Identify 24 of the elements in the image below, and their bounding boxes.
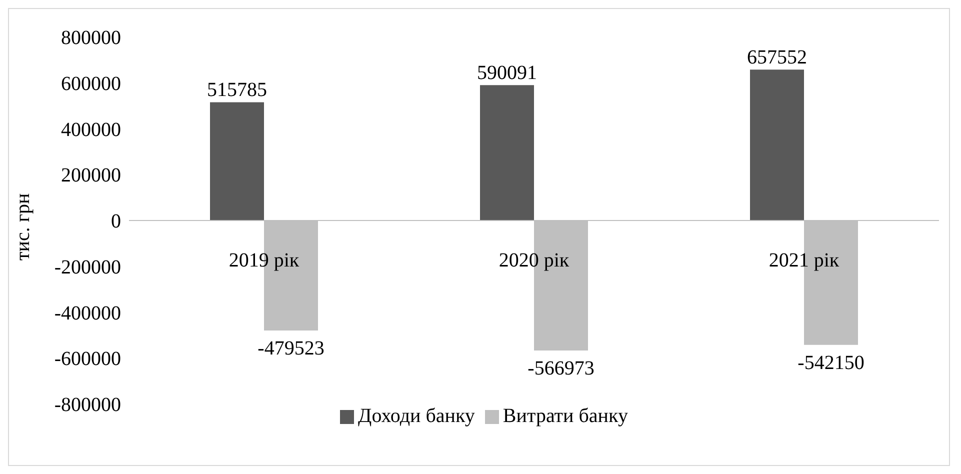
data-label: 590091	[477, 62, 537, 84]
bar	[210, 102, 264, 220]
bar	[480, 85, 534, 220]
y-tick-label: -800000	[54, 394, 121, 416]
y-tick-label: -600000	[54, 348, 121, 370]
data-label: 657552	[747, 46, 807, 69]
y-tick-label: -200000	[54, 256, 121, 278]
data-label: -542150	[798, 352, 864, 374]
data-label: -479523	[258, 337, 324, 360]
bar	[750, 70, 804, 220]
y-tick-label: 400000	[61, 118, 121, 141]
legend-label: Доходи банку	[358, 405, 475, 427]
y-tick-label: 0	[111, 210, 121, 233]
y-tick-label: -400000	[54, 302, 121, 324]
legend-label: Витрати банку	[502, 405, 628, 427]
data-label: 515785	[207, 79, 267, 102]
y-axis-title: тис. грн	[12, 192, 34, 260]
x-tick-label: 2019 рік	[228, 250, 300, 272]
y-tick-label: 200000	[61, 164, 121, 187]
y-tick-label: 600000	[61, 72, 121, 95]
data-label: -566973	[528, 358, 594, 380]
x-tick-label: 2020 рік	[498, 250, 570, 272]
x-tick-label: 2021 рік	[768, 250, 840, 272]
y-tick-label: 800000	[61, 27, 121, 50]
